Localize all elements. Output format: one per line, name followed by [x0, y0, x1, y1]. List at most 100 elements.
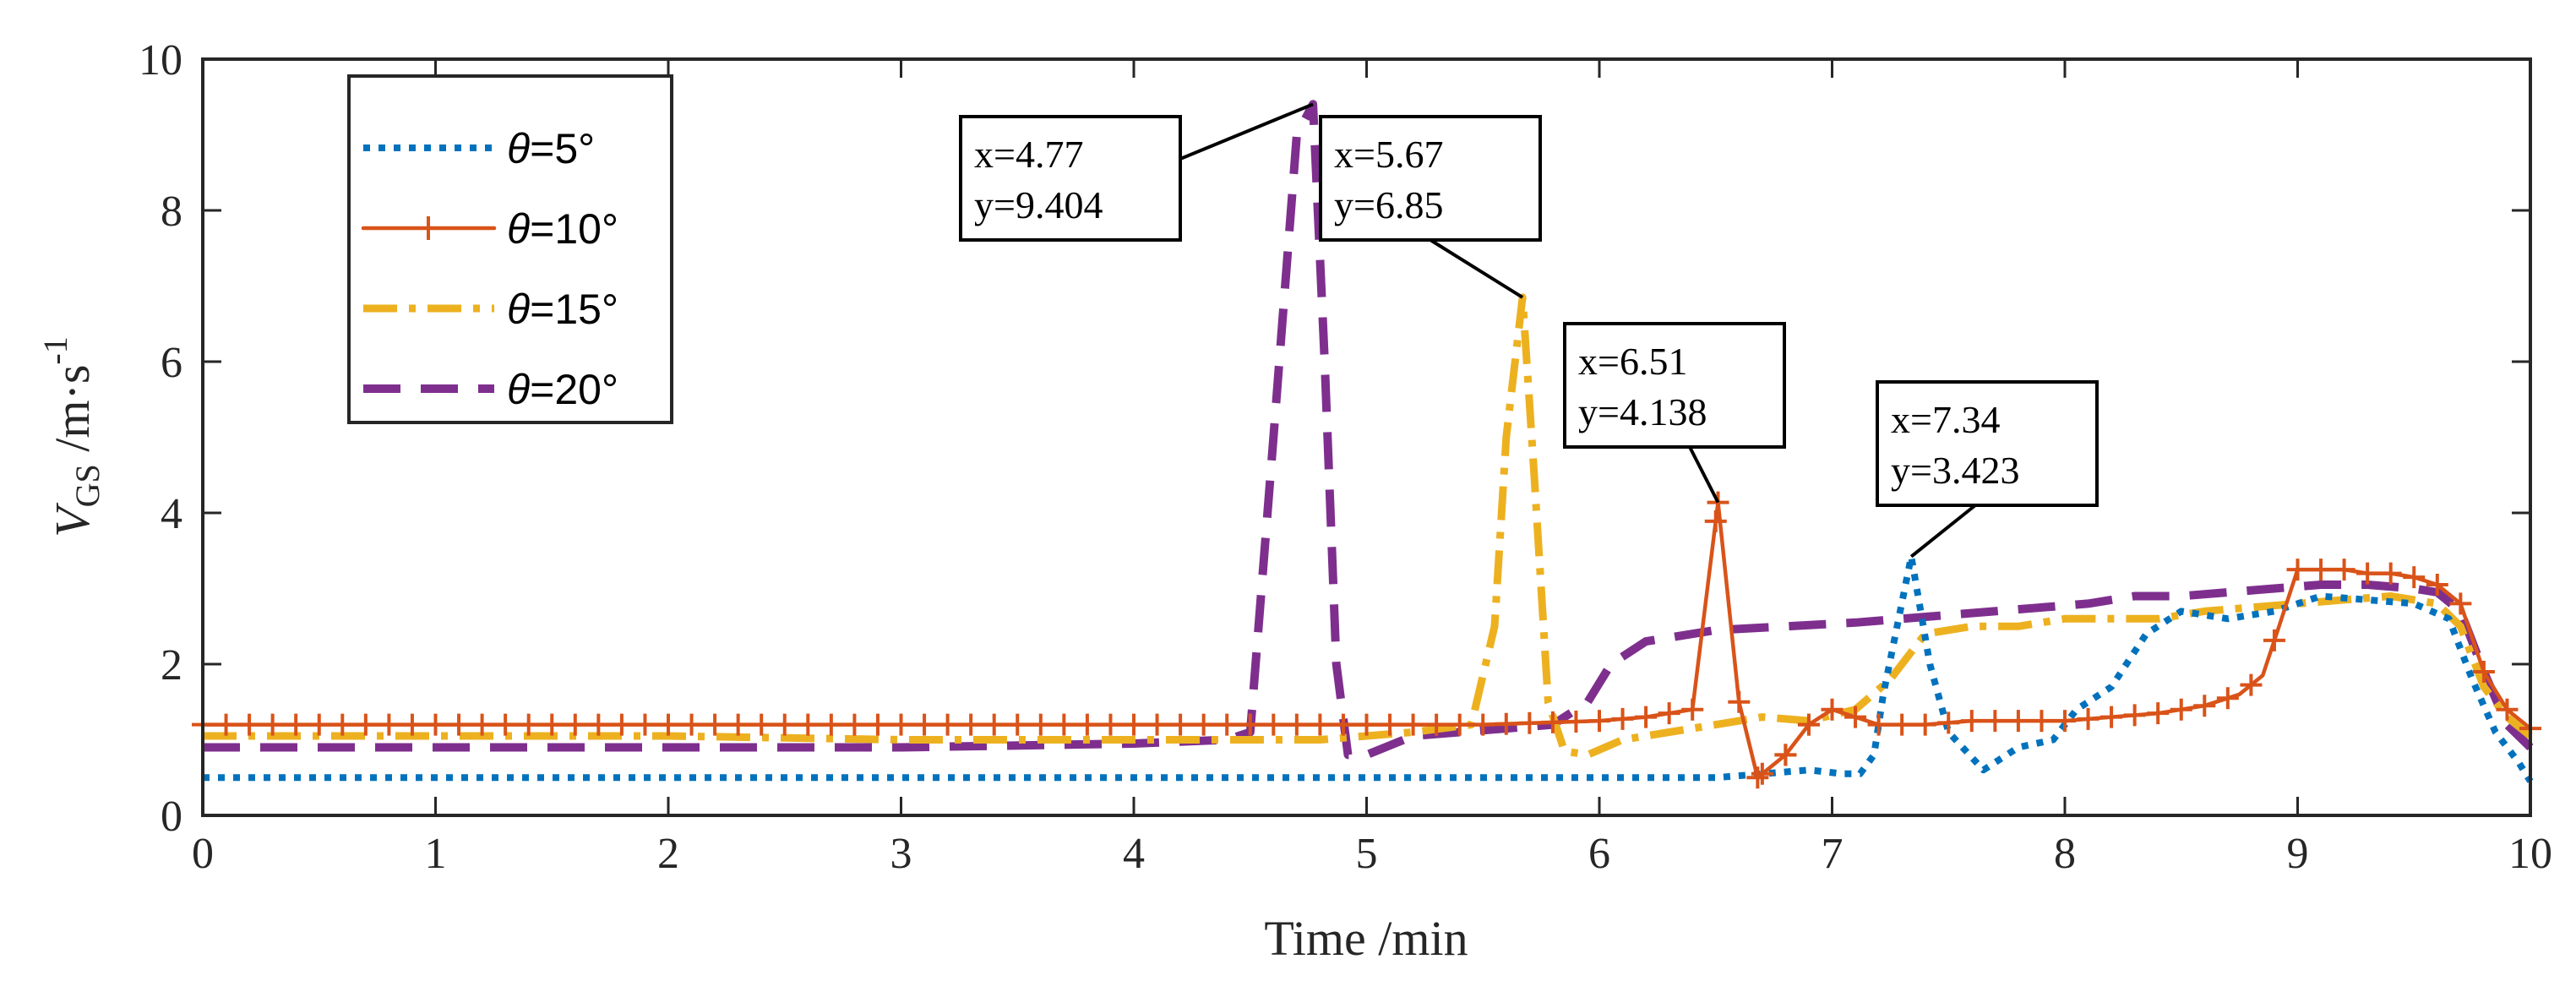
series-marker-plus [2426, 574, 2448, 597]
series-marker-plus [2472, 660, 2495, 683]
series-layer [192, 100, 2541, 789]
x-tick-label: 8 [2054, 830, 2076, 878]
tick-layer: 0 1 2 3 4 5 6 7 8 9 10 0 2 4 6 8 10 [139, 36, 2552, 878]
series-marker-plus [1728, 690, 1751, 713]
x-tick-label: 3 [890, 830, 912, 878]
series-marker-plus [1053, 713, 1076, 736]
series-marker-plus [2100, 706, 2123, 728]
annotation-x-label: x=7.34 [1891, 398, 2000, 441]
series-marker-plus [2054, 710, 2076, 733]
annotation-layer: x=4.77 y=9.404 x=5.67 y=6.85 x=6.51 y=4.138 x=… [959, 102, 2099, 559]
x-tick-label: 7 [1822, 830, 1844, 878]
series-marker-plus [2007, 710, 2029, 733]
series-marker-plus [1216, 713, 1239, 736]
y-tick-label: 4 [161, 490, 182, 538]
x-tick-label: 5 [1356, 830, 1378, 878]
series-marker-plus [1681, 698, 1704, 721]
x-tick-label: 9 [2287, 830, 2309, 878]
y-tick-label: 2 [161, 641, 182, 689]
series-marker-plus [1658, 702, 1680, 725]
series-marker-plus [1844, 706, 1867, 728]
x-tick-label: 6 [1588, 830, 1610, 878]
series-marker-plus [1169, 713, 1192, 736]
series-marker-plus [308, 713, 330, 736]
legend-label-value: =5° [530, 125, 595, 172]
series-marker-plus [610, 713, 633, 736]
annotation-y-label: y=3.423 [1891, 449, 2019, 492]
series-marker-plus [2379, 562, 2402, 585]
series-marker-plus [1611, 707, 1634, 730]
legend-box [347, 74, 673, 424]
legend-label-value: =20° [530, 366, 618, 413]
annotation-x-label: x=4.77 [974, 133, 1083, 176]
series-marker-plus [494, 713, 517, 736]
series-marker-plus [1541, 711, 1564, 733]
series-marker-plus [2333, 559, 2355, 581]
series-marker-plus [378, 713, 400, 736]
series-marker-plus [1704, 510, 1727, 532]
series-marker-plus [1867, 713, 1890, 736]
series-marker-plus [1448, 713, 1471, 736]
series-marker-plus [564, 713, 586, 736]
annotation-box [1319, 115, 1542, 242]
annotation-y-label: y=4.138 [1578, 390, 1707, 433]
series-marker-plus [2356, 562, 2379, 585]
series-marker-plus [1239, 713, 1261, 736]
x-tick-label: 0 [192, 830, 214, 878]
series-marker-plus [960, 713, 983, 736]
series-marker-plus [517, 713, 540, 736]
series-marker-plus [1635, 706, 1658, 728]
series-marker-plus [1029, 713, 1052, 736]
series-marker-plus [331, 713, 354, 736]
y-axis-label: VGS /m·s-1 [36, 336, 106, 537]
series-marker-plus [936, 713, 959, 736]
annotation-y-label: y=9.404 [974, 183, 1103, 226]
series-marker-plus [1472, 713, 1495, 736]
y-tick-label: 8 [161, 188, 182, 236]
legend-label-symbol: θ [507, 125, 530, 172]
legend-marker-plus [417, 216, 440, 240]
series-marker-plus [1285, 713, 1308, 736]
series-marker-plus [2403, 566, 2426, 589]
y-axis-label-unit: /m·s [45, 365, 100, 465]
series-marker-plus [2147, 702, 2170, 725]
series-marker-plus [1518, 711, 1541, 734]
series-marker-plus [2263, 629, 2285, 651]
series-marker-plus [1751, 762, 1773, 785]
series-marker-plus [890, 713, 912, 736]
series-marker-plus [866, 713, 889, 736]
legend-label-1: θ=5° [507, 125, 595, 172]
legend-label-2: θ=10° [507, 205, 618, 253]
y-tick-label: 6 [161, 339, 182, 387]
series-marker-plus [1309, 713, 1332, 736]
annotation-box [959, 115, 1182, 242]
series-marker-plus [1123, 713, 1145, 736]
series-marker-plus [1495, 712, 1517, 735]
series-marker-plus [1076, 713, 1098, 736]
series-marker-plus [400, 713, 423, 736]
series-marker-plus [1984, 710, 2007, 733]
series-marker-plus [634, 713, 656, 736]
annotation-x-label: x=6.51 [1578, 340, 1687, 383]
series-marker-plus [2496, 698, 2519, 721]
series-marker-plus [727, 713, 749, 736]
annotation-leader-line [1688, 446, 1720, 504]
series-marker-plus [285, 713, 308, 736]
series-marker-plus [1797, 713, 1820, 736]
series-marker-plus [261, 713, 284, 736]
y-axis-label-sup: -1 [36, 336, 74, 364]
x-axis-label: Time /min [1264, 911, 1468, 966]
legend-label-symbol: θ [507, 205, 530, 253]
series-marker-plus [424, 713, 447, 736]
series-marker-plus [471, 713, 493, 736]
series-marker-plus [215, 713, 237, 736]
series-marker-plus [541, 713, 564, 736]
series-line-4 [203, 100, 2534, 760]
series-marker-plus [1099, 713, 1122, 736]
series-marker-plus [238, 713, 261, 736]
legend-label-value: =15° [530, 286, 618, 333]
series-marker-plus [2170, 698, 2192, 721]
series-marker-plus [2310, 559, 2333, 581]
series-marker-plus [657, 713, 679, 736]
series-marker-plus [1425, 713, 1448, 736]
